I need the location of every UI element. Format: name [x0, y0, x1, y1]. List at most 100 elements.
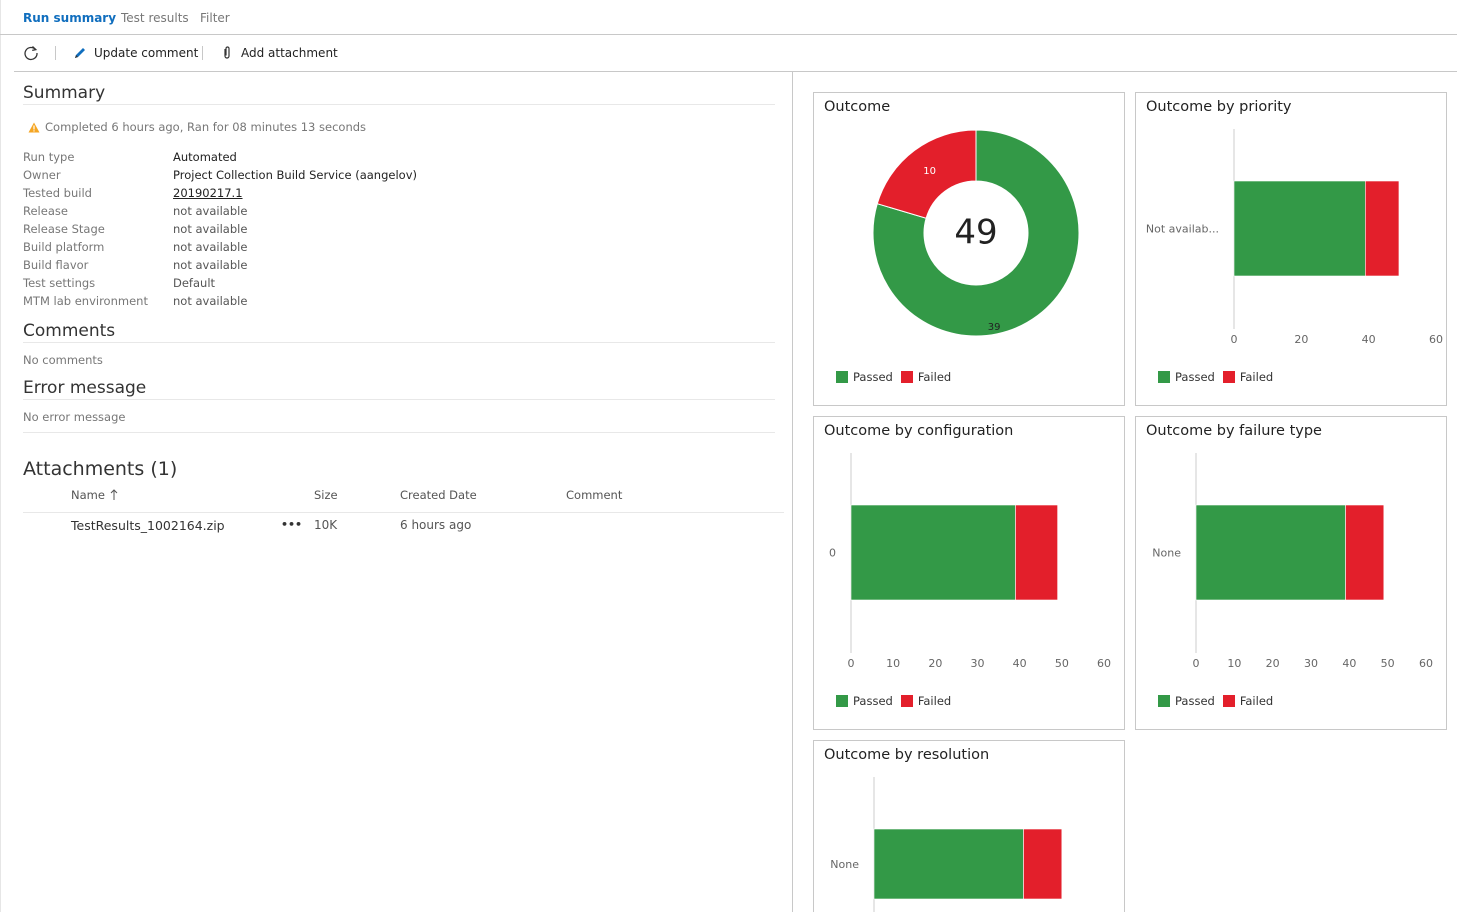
toolbar-separator: [55, 46, 56, 60]
donut-label-failed: 10: [923, 166, 936, 177]
toolbar: Update comment Add attachment: [14, 35, 1457, 72]
x-tick-label: 50: [1055, 657, 1069, 670]
legend-swatch-passed: [836, 371, 848, 383]
x-tick-label: 0: [1231, 333, 1238, 346]
chart-title: Outcome by resolution: [824, 747, 990, 763]
legend-passed-label: Passed: [1175, 370, 1215, 384]
toolbar-separator: [202, 46, 203, 60]
legend-passed: Passed: [836, 694, 893, 708]
legend-failed: Failed: [1222, 370, 1274, 384]
outcome-by-failure-type-bar-chart: None 0 10 20 30 40 50 60: [1152, 453, 1433, 670]
legend-failed-label: Failed: [1239, 694, 1274, 708]
field-label: Release Stage: [23, 222, 105, 236]
update-comment-label: Update comment: [94, 46, 199, 60]
column-header-size[interactable]: Size: [314, 488, 338, 502]
field-label: Run type: [23, 150, 75, 164]
run-status-text: Completed 6 hours ago, Ran for 08 minute…: [45, 120, 367, 134]
attachments-title: Attachments (1): [23, 458, 178, 480]
legend-swatch-failed: [900, 695, 913, 707]
x-tick-label: 0: [1193, 657, 1200, 670]
section-divider: [23, 399, 775, 400]
legend-passed-label: Passed: [853, 370, 893, 384]
legend-passed-label: Passed: [853, 694, 893, 708]
legend-swatch-failed: [900, 371, 913, 383]
column-header-created-date[interactable]: Created Date: [400, 488, 477, 502]
tab-filter[interactable]: Filter: [200, 11, 230, 25]
tested-build-link[interactable]: 20190217.1: [173, 186, 243, 200]
column-header-name[interactable]: Name: [71, 488, 118, 502]
refresh-button[interactable]: [23, 35, 39, 71]
chart-legend: Passed Failed: [1158, 694, 1281, 708]
outcome-by-configuration-bar-chart: 0 0 10 20 30 40 50 60: [829, 453, 1111, 670]
more-actions-icon[interactable]: •••: [281, 518, 303, 531]
chart-legend: Passed Failed: [1158, 370, 1281, 384]
x-tick-label: 60: [1429, 333, 1443, 346]
bar-passed[interactable]: [1195, 504, 1346, 601]
chart-title: Outcome by configuration: [824, 423, 1014, 439]
legend-failed-label: Failed: [1239, 370, 1274, 384]
field-mtm-lab: not available: [173, 294, 248, 308]
x-tick-label: 0: [848, 657, 855, 670]
category-label: None: [830, 858, 859, 871]
summary-title: Summary: [23, 83, 106, 103]
donut-slice-failed[interactable]: [876, 129, 977, 219]
chart-outcome-by-configuration: Outcome by configuration 0 0 10 20 30 40 50 60 …: [813, 416, 1125, 730]
x-tick-label: 10: [886, 657, 900, 670]
legend-swatch-failed: [1222, 695, 1235, 707]
no-comments-text: No comments: [23, 353, 103, 367]
field-test-settings: Default: [173, 276, 216, 290]
column-header-name-label: Name: [71, 488, 105, 502]
bar-passed[interactable]: [873, 828, 1024, 900]
bar-passed[interactable]: [850, 504, 1016, 601]
refresh-icon: [24, 46, 38, 61]
table-header-divider: [23, 512, 784, 513]
legend-failed-label: Failed: [917, 370, 952, 384]
field-label: Build flavor: [23, 258, 89, 272]
tab-bar: Run summary Test results Filter: [0, 0, 1457, 35]
outcome-by-resolution-bar-chart: None: [830, 777, 1063, 912]
chart-outcome-by-failure-type: Outcome by failure type None 0 10 20 30 40 50 6…: [1135, 416, 1447, 730]
warning-icon: [28, 122, 40, 132]
x-tick-label: 60: [1097, 657, 1111, 670]
tab-run-summary[interactable]: Run summary: [23, 11, 117, 25]
field-label: Owner: [23, 168, 61, 182]
legend-swatch-passed: [1158, 371, 1170, 383]
legend-failed: Failed: [900, 370, 952, 384]
section-divider: [23, 104, 775, 105]
section-divider: [23, 342, 775, 343]
legend-swatch-failed: [1222, 371, 1235, 383]
legend-swatch-passed: [1158, 695, 1170, 707]
chart-title: Outcome: [824, 99, 891, 115]
field-release: not available: [173, 204, 248, 218]
legend-passed: Passed: [836, 370, 893, 384]
update-comment-button[interactable]: Update comment: [73, 35, 198, 71]
column-header-comment[interactable]: Comment: [566, 488, 623, 502]
donut-slice-passed[interactable]: [872, 129, 1080, 337]
field-owner: Project Collection Build Service (aangel…: [173, 168, 417, 182]
bar-failed[interactable]: [1345, 504, 1385, 601]
attachment-name-link[interactable]: TestResults_1002164.zip: [71, 518, 225, 533]
bar-passed[interactable]: [1233, 180, 1366, 277]
field-run-type: Automated: [173, 150, 237, 164]
chart-title: Outcome by failure type: [1146, 423, 1322, 439]
tab-test-results[interactable]: Test results: [121, 11, 189, 25]
attachment-created-date: 6 hours ago: [400, 518, 472, 532]
comments-title: Comments: [23, 321, 116, 341]
add-attachment-button[interactable]: Add attachment: [221, 35, 338, 71]
left-border: [0, 0, 1, 912]
x-tick-label: 30: [971, 657, 985, 670]
bar-failed[interactable]: [1365, 180, 1400, 277]
bar-failed[interactable]: [1023, 828, 1063, 900]
legend-passed-label: Passed: [1175, 694, 1215, 708]
legend-failed: Failed: [900, 694, 951, 708]
category-label: Not availab...: [1146, 223, 1219, 236]
legend-swatch-passed: [836, 695, 848, 707]
donut-label-passed: 39: [988, 322, 1001, 333]
x-tick-label: 20: [928, 657, 942, 670]
pencil-icon: [75, 48, 85, 58]
outcome-by-priority-bar-chart: Not availab... 0 20 40 60: [1146, 129, 1443, 346]
chart-outcome: Outcome 39 10 49 Passed Failed: [813, 92, 1125, 406]
paperclip-icon: [224, 46, 230, 59]
bar-failed[interactable]: [1015, 504, 1058, 601]
x-tick-label: 50: [1381, 657, 1395, 670]
